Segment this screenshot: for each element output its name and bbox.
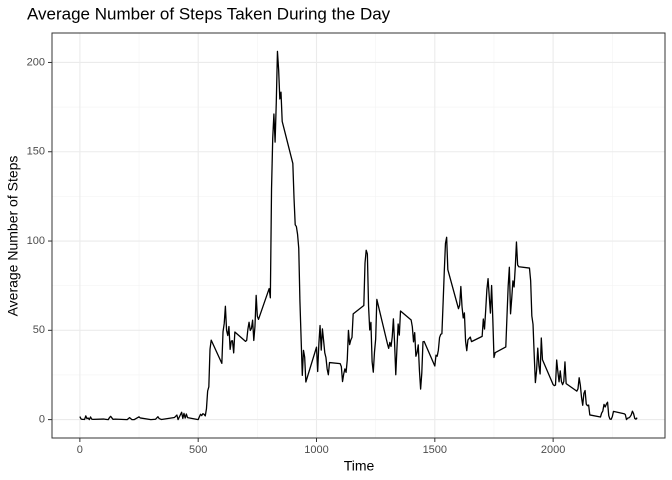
data-line: [79, 50, 638, 421]
x-tick-label: 500: [189, 444, 207, 456]
y-tick-label: 150: [27, 146, 45, 158]
y-tick-label: 200: [27, 56, 45, 68]
y-axis-title: Average Number of Steps: [5, 156, 21, 317]
panel-border: [51, 32, 666, 439]
y-tick-label: 100: [27, 235, 45, 247]
y-tick-label: 0: [39, 414, 45, 426]
x-tick-label: 2000: [541, 444, 565, 456]
x-axis-title: Time: [344, 458, 375, 474]
y-tick-label: 50: [33, 324, 45, 336]
chart-title: Average Number of Steps Taken During the…: [27, 4, 391, 23]
x-tick-label: 0: [77, 444, 83, 456]
x-tick-label: 1500: [423, 444, 447, 456]
x-tick-label: 1000: [304, 444, 328, 456]
